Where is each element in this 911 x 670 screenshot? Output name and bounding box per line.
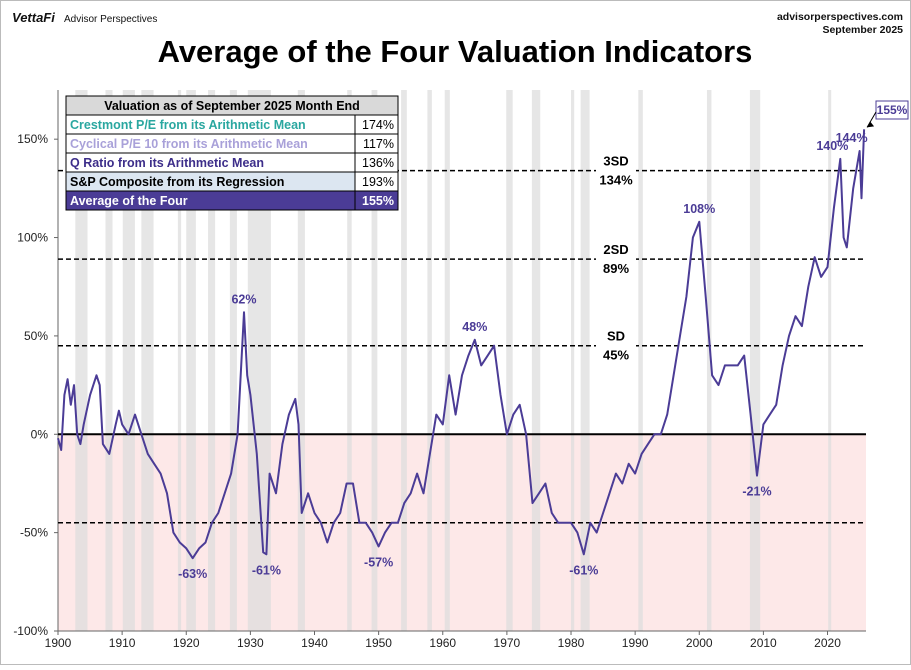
table-row-value: 136% [362, 156, 394, 170]
level-value: 89% [603, 261, 629, 276]
recession-band [828, 90, 832, 631]
level-label-bg [596, 328, 636, 363]
x-tick-label: 1900 [45, 636, 72, 650]
recession-band [347, 90, 352, 631]
y-tick-label: -100% [13, 624, 48, 638]
x-tick-label: 1910 [109, 636, 136, 650]
peak-label: 62% [231, 292, 256, 306]
recession-band [571, 90, 575, 631]
site: advisorperspectives.com [777, 11, 903, 23]
level-name: SD [607, 329, 625, 344]
recession-band [177, 90, 182, 631]
recession-band [186, 90, 196, 631]
table-row-value: 155% [362, 194, 394, 208]
recession-band [141, 90, 154, 631]
x-tick-label: 1970 [494, 636, 521, 650]
last-value-box [875, 100, 909, 120]
recession-band [506, 90, 513, 631]
x-tick-label: 1960 [429, 636, 456, 650]
table-row-name: S&P Composite from its Regression [70, 175, 284, 189]
recession-band [444, 90, 450, 631]
brand: VettaFi [12, 10, 55, 25]
level-name: 2SD [603, 242, 628, 257]
header: VettaFi Advisor Perspectives advisorpers… [12, 10, 903, 69]
series-line [57, 129, 866, 560]
peak-label: 140% [816, 139, 848, 153]
x-tick-label: 1940 [301, 636, 328, 650]
peak-label: -61% [569, 563, 598, 577]
peak-label: -57% [364, 555, 393, 569]
recession-band [297, 90, 305, 631]
x-tick-label: 1990 [622, 636, 649, 650]
level-name: 3SD [603, 154, 628, 169]
x-tick-label: 1980 [558, 636, 585, 650]
y-tick-label: -50% [20, 526, 48, 540]
recession-band [531, 90, 541, 631]
arrow-head [867, 121, 875, 128]
recession-band [122, 90, 135, 631]
y-tick-label: 50% [24, 329, 48, 343]
table-row-value: 117% [363, 137, 394, 151]
table-title: Valuation as of September 2025 Month End [104, 99, 360, 113]
table-row-name: Q Ratio from its Arithmetic Mean [70, 156, 264, 170]
level-value: 134% [599, 173, 633, 188]
x-tick-label: 2000 [686, 636, 713, 650]
table-row-name: Average of the Four [70, 194, 188, 208]
peak-label: 144% [836, 131, 868, 145]
recession-band [229, 90, 237, 631]
x-tick-label: 1920 [173, 636, 200, 650]
recession-band [580, 90, 590, 631]
y-tick-label: 150% [17, 132, 48, 146]
last-value-label: 155% [877, 103, 908, 117]
level-label-bg [596, 153, 636, 188]
recession-band [105, 90, 113, 631]
y-tick-label: 0% [31, 427, 49, 441]
table-row-value: 193% [362, 175, 394, 189]
peak-label: 48% [462, 320, 487, 334]
recession-band [427, 90, 432, 631]
table-row-name: Cyclical P/E 10 from its Arithmetic Mean [70, 137, 308, 151]
recession-band [208, 90, 216, 631]
recession-band [371, 90, 378, 631]
peak-label: 108% [683, 202, 715, 216]
date: September 2025 [822, 24, 903, 36]
recession-band [75, 90, 88, 631]
y-tick-label: 100% [17, 231, 48, 245]
peak-label: -63% [178, 567, 207, 581]
peak-label: -21% [742, 485, 771, 499]
recession-band [401, 90, 407, 631]
recession-band [638, 90, 643, 631]
peak-label: -61% [252, 563, 281, 577]
x-tick-label: 1950 [365, 636, 392, 650]
recession-band [247, 90, 271, 631]
background-layer [58, 90, 866, 631]
summary-table: Valuation as of September 2025 Month End… [65, 95, 399, 211]
x-tick-label: 2020 [814, 636, 841, 650]
level-label-bg [596, 242, 636, 277]
recession-band [706, 90, 712, 631]
sub-brand: Advisor Perspectives [64, 14, 157, 25]
x-tick-label: 2010 [750, 636, 777, 650]
recession-band [749, 90, 761, 631]
table-value-bg [354, 190, 399, 211]
table-row-name: Crestmont P/E from its Arithmetic Mean [70, 118, 306, 132]
level-value: 45% [603, 348, 629, 363]
chart-title: Average of the Four Valuation Indicators [158, 34, 753, 69]
table-row-value: 174% [362, 118, 394, 132]
plot-layer: -100% -50% 0% 50% 100% 150% 1900 1910 1920 1930 19… [13, 90, 909, 650]
x-tick-label: 1930 [237, 636, 264, 650]
